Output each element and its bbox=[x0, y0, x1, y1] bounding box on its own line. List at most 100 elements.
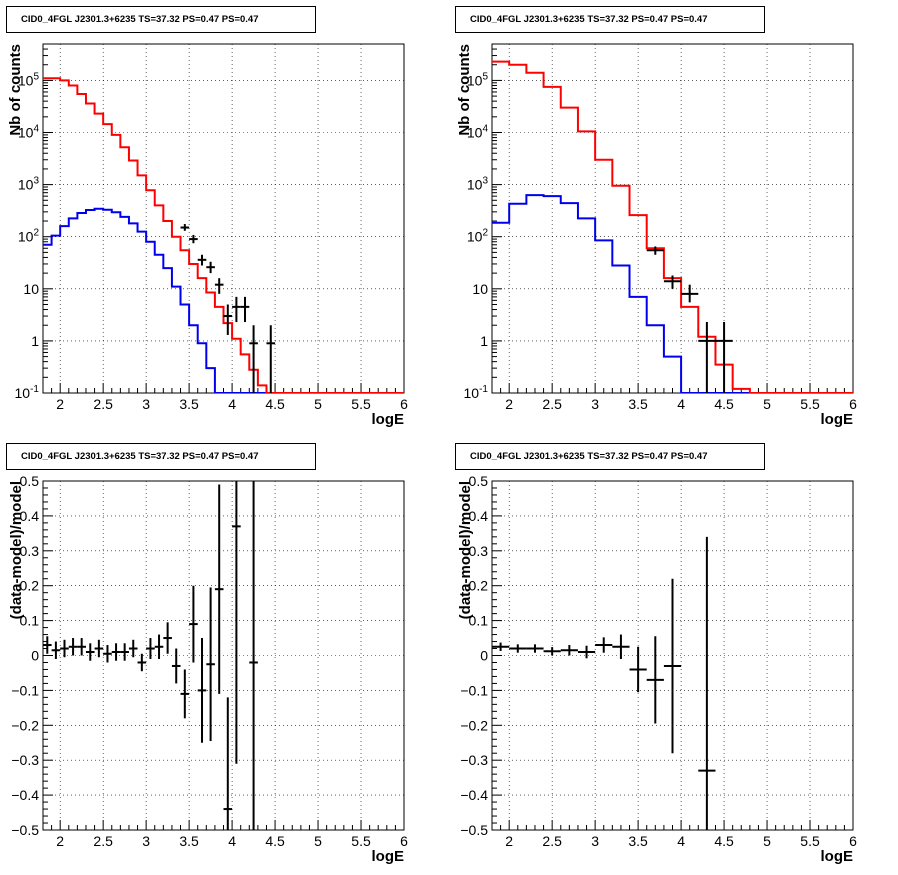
y-tick-label: 103 bbox=[467, 176, 489, 193]
axis-ticks bbox=[42, 43, 405, 394]
y-axis-label: (data-model)/model bbox=[457, 481, 474, 619]
counts-coarse-plot: 2 2.5 3 3.5 4 4.5 5 5.5 6 10-1 1 10 102 103 104 105 logE… bbox=[456, 43, 858, 428]
chart-title: CID0_4FGL J2301.3+6235 TS=37.32 PS=0.47 … bbox=[455, 6, 765, 33]
data-point bbox=[197, 254, 207, 266]
y-tick-label: 0.4 bbox=[20, 508, 40, 524]
y-tick-label: −0.5 bbox=[460, 822, 488, 838]
x-tick-label: 6 bbox=[400, 396, 408, 412]
y-tick-label: 10 bbox=[23, 281, 39, 297]
x-tick-label: 3.5 bbox=[628, 396, 648, 412]
series-source-model bbox=[492, 194, 853, 393]
y-axis-label: Nb of counts bbox=[456, 44, 473, 136]
x-tick-label: 3 bbox=[591, 396, 599, 412]
y-tick-label: 0.5 bbox=[20, 473, 40, 489]
residual-point bbox=[137, 653, 147, 672]
residual-point bbox=[560, 645, 578, 656]
data-point bbox=[206, 261, 215, 274]
y-tick-label: −0.4 bbox=[460, 787, 488, 803]
x-tick-label: 6 bbox=[849, 833, 857, 849]
x-tick-label: 3 bbox=[142, 833, 150, 849]
y-tick-label: 0.4 bbox=[469, 508, 489, 524]
residual-point bbox=[154, 634, 164, 659]
residual-point bbox=[595, 637, 613, 653]
y-tick-label: −0.3 bbox=[11, 752, 39, 768]
x-tick-label: 4 bbox=[677, 833, 685, 849]
x-tick-label: 3 bbox=[142, 396, 150, 412]
residual-point bbox=[43, 636, 52, 654]
panel-resid-coarse: 2 2.5 3 3.5 4 4.5 5 5.5 6 −0.5 −0.4 −0.3 −0.2 −0.1 0 0.… bbox=[449, 437, 898, 874]
x-tick-label: 2.5 bbox=[542, 396, 562, 412]
x-tick-label: 2.5 bbox=[542, 833, 562, 849]
data-point bbox=[249, 325, 258, 393]
data-point bbox=[180, 224, 190, 231]
series-total-model bbox=[43, 77, 404, 393]
x-tick-label: 5.5 bbox=[351, 396, 371, 412]
x-axis-label: logE bbox=[821, 411, 854, 428]
x-tick-label: 5 bbox=[763, 396, 771, 412]
residual-point bbox=[214, 484, 224, 694]
residual-point bbox=[543, 647, 561, 656]
series-total-model bbox=[492, 60, 853, 393]
data-point bbox=[214, 278, 224, 294]
y-tick-label: 0 bbox=[31, 648, 39, 664]
y-tick-label: 0.3 bbox=[469, 543, 489, 559]
data-point bbox=[681, 284, 699, 303]
x-tick-label: 2.5 bbox=[93, 396, 113, 412]
y-tick-label: 105 bbox=[467, 71, 489, 88]
x-tick-label: 3 bbox=[591, 833, 599, 849]
data-point bbox=[189, 234, 198, 244]
x-tick-label: 4 bbox=[677, 396, 685, 412]
resid-fine-plot: 2 2.5 3 3.5 4 4.5 5 5.5 6 −0.5 −0.4 −0.3 −0.2 −0.1 0 0.… bbox=[8, 473, 408, 865]
y-axis-label: Nb of counts bbox=[7, 44, 24, 136]
residual-point bbox=[60, 639, 69, 658]
panel-resid-fine: 2 2.5 3 3.5 4 4.5 5 5.5 6 −0.5 −0.4 −0.3 −0.2 −0.1 0 0.… bbox=[0, 437, 449, 874]
residual-point bbox=[146, 638, 155, 659]
grid bbox=[43, 44, 405, 394]
tick-labels: 2 2.5 3 3.5 4 4.5 5 5.5 6 −0.5 −0.4 −0.3 −0.2 −0.1 0 0.… bbox=[11, 473, 408, 849]
y-tick-label: 0 bbox=[480, 648, 488, 664]
tick-labels: 2 2.5 3 3.5 4 4.5 5 5.5 6 10-1 1 10 102 103 104 105 bbox=[464, 71, 858, 412]
x-tick-label: 5 bbox=[314, 833, 322, 849]
data-point bbox=[266, 325, 276, 393]
x-tick-label: 4 bbox=[228, 833, 236, 849]
axis-ticks bbox=[42, 480, 405, 831]
y-tick-label: −0.1 bbox=[11, 682, 39, 698]
y-tick-label: 105 bbox=[18, 71, 40, 88]
x-tick-label: 5.5 bbox=[800, 833, 820, 849]
x-tick-label: 4 bbox=[228, 396, 236, 412]
x-tick-label: 5 bbox=[314, 396, 322, 412]
x-axis-label: logE bbox=[372, 411, 405, 428]
y-tick-label: 1 bbox=[31, 333, 39, 349]
residual-point bbox=[111, 643, 121, 661]
x-tick-label: 2 bbox=[505, 833, 513, 849]
grid bbox=[492, 44, 854, 394]
residual-point bbox=[77, 638, 86, 656]
y-tick-label: 102 bbox=[18, 228, 40, 245]
y-tick-label: 0.5 bbox=[469, 473, 489, 489]
tick-labels: 2 2.5 3 3.5 4 4.5 5 5.5 6 10-1 1 10 102 103 104 105 bbox=[15, 71, 409, 412]
chart-title: CID0_4FGL J2301.3+6235 TS=37.32 PS=0.47 … bbox=[6, 443, 316, 470]
residual-point bbox=[249, 481, 258, 830]
y-tick-label: 104 bbox=[467, 124, 489, 141]
panel-counts-fine: 2 2.5 3 3.5 4 4.5 5 5.5 6 10-1 1 10 102 103 104 105 logE… bbox=[0, 0, 449, 437]
y-tick-label: 0.3 bbox=[20, 543, 40, 559]
y-tick-label: 104 bbox=[18, 124, 40, 141]
y-tick-label: 10 bbox=[472, 281, 488, 297]
y-tick-label: 102 bbox=[467, 228, 489, 245]
residual-point bbox=[171, 648, 181, 684]
grid bbox=[43, 480, 405, 831]
y-tick-label: 10-1 bbox=[464, 384, 489, 401]
y-tick-label: 0.2 bbox=[469, 578, 489, 594]
residual-point bbox=[646, 636, 664, 724]
x-tick-label: 3.5 bbox=[179, 833, 199, 849]
data-point bbox=[240, 296, 250, 323]
counts-fine-plot: 2 2.5 3 3.5 4 4.5 5 5.5 6 10-1 1 10 102 103 104 105 logE… bbox=[7, 43, 409, 428]
x-tick-label: 2 bbox=[56, 833, 64, 849]
residual-point bbox=[163, 622, 172, 654]
y-tick-label: −0.4 bbox=[11, 787, 39, 803]
residual-point bbox=[206, 587, 215, 742]
residual-point bbox=[612, 634, 630, 659]
residual-point bbox=[698, 536, 716, 830]
data-point bbox=[663, 275, 682, 289]
x-tick-label: 3.5 bbox=[179, 396, 199, 412]
